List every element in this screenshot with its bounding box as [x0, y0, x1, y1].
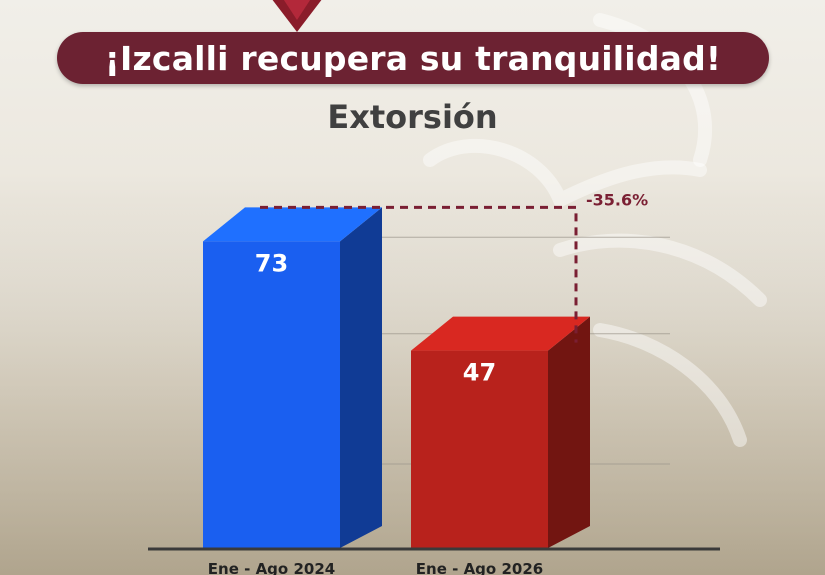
comparison-dashed-line: [260, 205, 578, 343]
title-banner: ¡Izcalli recupera su tranquilidad!: [57, 32, 769, 84]
banner-title: ¡Izcalli recupera su tranquilidad!: [104, 38, 722, 78]
chart-title: Extorsión: [327, 98, 498, 136]
bar-top: [411, 316, 590, 351]
x-tick-label: Ene - Ago 2026: [416, 560, 543, 575]
logo-shape: [272, 0, 322, 32]
bar: [203, 241, 340, 548]
x-tick-label: Ene - Ago 2024: [208, 560, 335, 575]
data-label: 47: [463, 359, 496, 387]
bar-side: [548, 316, 590, 548]
bar-top: [203, 207, 382, 242]
percent-change-annotation: -35.6%: [586, 190, 648, 209]
bar: [411, 350, 548, 548]
data-label: 73: [255, 249, 288, 277]
bar-side: [340, 207, 382, 548]
